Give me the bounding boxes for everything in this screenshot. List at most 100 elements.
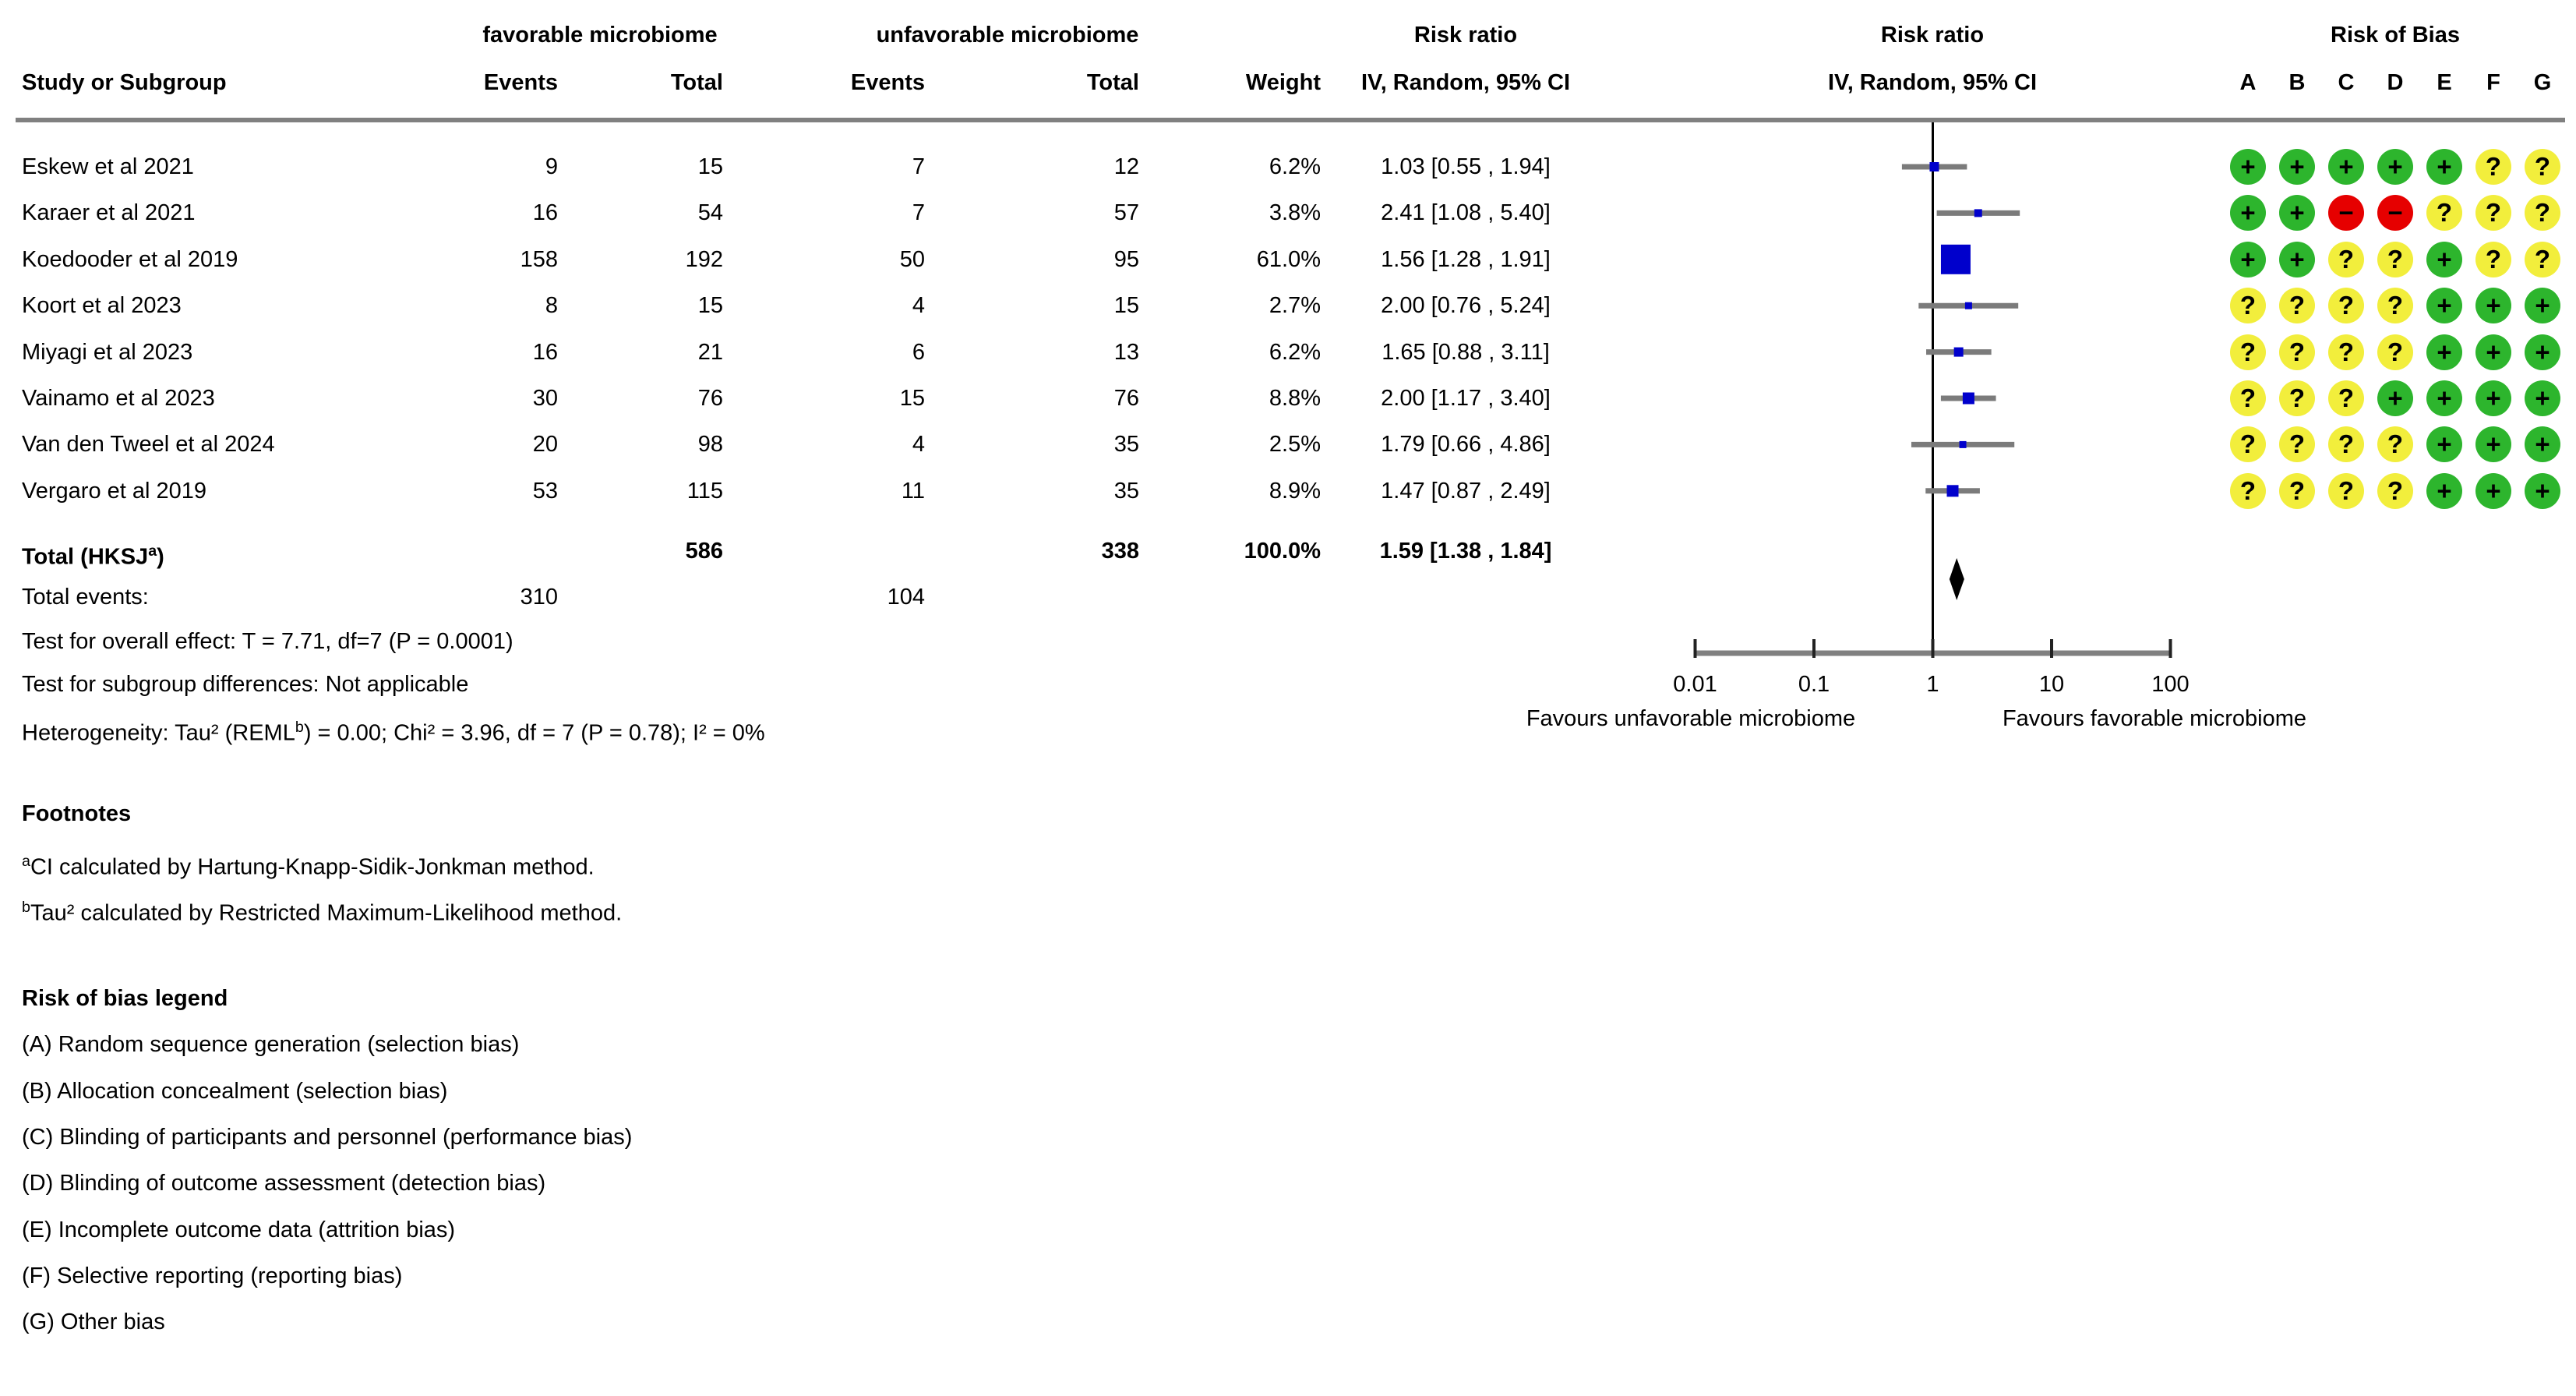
total-unfavorable: 15: [1113, 293, 1139, 318]
total-unfavorable: 95: [1113, 247, 1139, 272]
events-favorable: 9: [545, 154, 558, 179]
risk-ratio-ci-text: 2.41 [1.08 , 5.40]: [1381, 200, 1551, 225]
rob-icon-unclear-risk: ?: [2230, 472, 2266, 509]
study-name: Koort et al 2023: [22, 293, 182, 318]
point-estimate-square: [1959, 440, 1967, 448]
events-unfavorable: 50: [899, 247, 925, 272]
rob-icon-unclear-risk: ?: [2475, 195, 2511, 231]
total-row-label: Total (HKSJa): [22, 542, 164, 570]
axis-tick-label: 100: [2151, 672, 2190, 697]
total-row-total-favorable: 586: [685, 539, 723, 564]
rob-icon-unclear-risk: ?: [2328, 380, 2364, 416]
rob-icon-low-risk: +: [2426, 472, 2462, 509]
weight-value: 2.5%: [1269, 432, 1321, 457]
total-events-label: Total events:: [22, 585, 149, 610]
rob-icon-unclear-risk: ?: [2328, 472, 2364, 509]
rob-icon-unclear-risk: ?: [2230, 380, 2266, 416]
total-favorable: 15: [697, 293, 723, 318]
risk-ratio-ci-text: 1.56 [1.28 , 1.91]: [1381, 247, 1551, 272]
rob-icon-unclear-risk: ?: [2279, 380, 2315, 416]
total-unfavorable: 35: [1113, 479, 1139, 504]
rob-icon-unclear-risk: ?: [2426, 195, 2462, 231]
rob-icon-low-risk: +: [2475, 472, 2511, 509]
heterogeneity-line: Heterogeneity: Tau² (REMLb) = 0.00; Chi²…: [22, 719, 765, 746]
rob-icon-low-risk: +: [2279, 149, 2315, 185]
point-estimate-square: [1953, 347, 1964, 357]
rob-icon-low-risk: +: [2377, 380, 2413, 416]
risk-ratio-ci-text: 1.65 [0.88 , 3.11]: [1382, 340, 1550, 365]
rob-icon-low-risk: +: [2279, 195, 2315, 231]
favours-right-label: Favours favorable microbiome: [2002, 706, 2307, 731]
rob-icon-low-risk: +: [2230, 195, 2266, 231]
rob-icon-low-risk: +: [2426, 426, 2462, 463]
study-name: Eskew et al 2021: [22, 154, 194, 179]
rob-icon-low-risk: +: [2328, 149, 2364, 185]
group-header-unfavorable: unfavorable microbiome: [876, 23, 1139, 48]
weight-value: 3.8%: [1269, 200, 1321, 225]
rob-icon-unclear-risk: ?: [2377, 288, 2413, 324]
summary-diamond: [1949, 558, 1964, 600]
rob-icon-low-risk: +: [2525, 334, 2560, 370]
events-favorable: 16: [532, 340, 558, 365]
total-favorable: 98: [697, 432, 723, 457]
col-header-events-unfavorable: Events: [850, 70, 925, 95]
weight-value: 2.7%: [1269, 293, 1321, 318]
rob-icon-low-risk: +: [2426, 334, 2462, 370]
rr-text-column-title: Risk ratio: [1413, 23, 1518, 48]
footnote-a: aCI calculated by Hartung-Knapp-Sidik-Jo…: [22, 853, 595, 880]
total-row-total-unfavorable: 338: [1101, 539, 1139, 564]
rob-column-letter: F: [2486, 70, 2500, 95]
point-estimate-square: [1962, 392, 1974, 405]
events-unfavorable: 7: [912, 154, 925, 179]
rob-icon-unclear-risk: ?: [2377, 426, 2413, 463]
total-favorable: 192: [685, 247, 723, 272]
rob-icon-low-risk: +: [2279, 241, 2315, 277]
col-header-rr-text-sub: IV, Random, 95% CI: [1360, 70, 1571, 95]
rob-icon-low-risk: +: [2426, 241, 2462, 277]
events-unfavorable: 11: [901, 479, 925, 504]
rob-icon-unclear-risk: ?: [2377, 241, 2413, 277]
risk-of-bias-title: Risk of Bias: [2331, 23, 2460, 48]
rob-column-letter: G: [2533, 70, 2552, 95]
risk-ratio-ci-text: 1.03 [0.55 , 1.94]: [1381, 154, 1551, 179]
rob-column-letter: D: [2387, 70, 2404, 95]
footnotes-title: Footnotes: [22, 801, 132, 826]
events-favorable: 16: [532, 200, 558, 225]
rob-legend-item-e: (E) Incomplete outcome data (attrition b…: [22, 1218, 456, 1242]
total-unfavorable: 57: [1113, 200, 1139, 225]
rob-icon-low-risk: +: [2426, 380, 2462, 416]
events-unfavorable: 6: [912, 340, 925, 365]
total-favorable: 54: [697, 200, 723, 225]
rob-icon-unclear-risk: ?: [2475, 149, 2511, 185]
total-favorable: 15: [697, 154, 723, 179]
events-favorable: 53: [532, 479, 558, 504]
rob-icon-unclear-risk: ?: [2279, 472, 2315, 509]
events-unfavorable: 15: [899, 386, 925, 411]
axis-tick-label: 1: [1926, 672, 1939, 697]
point-estimate-square: [1946, 485, 1959, 497]
col-header-rr-plot-sub: IV, Random, 95% CI: [1827, 70, 2038, 95]
study-name: Van den Tweel et al 2024: [22, 432, 275, 457]
favours-left-label: Favours unfavorable microbiome: [1526, 706, 1856, 731]
point-estimate-square: [1964, 302, 1972, 309]
rob-icon-unclear-risk: ?: [2279, 426, 2315, 463]
rob-icon-low-risk: +: [2475, 426, 2511, 463]
total-row-ci: 1.59 [1.38 , 1.84]: [1379, 539, 1552, 564]
events-favorable: 158: [520, 247, 558, 272]
total-unfavorable: 13: [1113, 340, 1139, 365]
events-favorable: 20: [532, 432, 558, 457]
rob-icon-unclear-risk: ?: [2377, 472, 2413, 509]
weight-value: 8.8%: [1269, 386, 1321, 411]
rob-icon-unclear-risk: ?: [2525, 241, 2560, 277]
rob-icon-low-risk: +: [2475, 380, 2511, 416]
total-favorable: 76: [697, 386, 723, 411]
rob-icon-unclear-risk: ?: [2525, 149, 2560, 185]
axis-tick-label: 0.01: [1673, 672, 1717, 697]
weight-value: 61.0%: [1256, 247, 1321, 272]
total-unfavorable: 12: [1113, 154, 1139, 179]
rob-legend-item-b: (B) Allocation concealment (selection bi…: [22, 1079, 448, 1104]
rob-legend-item-c: (C) Blinding of participants and personn…: [22, 1125, 633, 1150]
rob-icon-unclear-risk: ?: [2377, 334, 2413, 370]
rob-icon-high-risk: −: [2328, 195, 2364, 231]
events-unfavorable: 7: [912, 200, 925, 225]
